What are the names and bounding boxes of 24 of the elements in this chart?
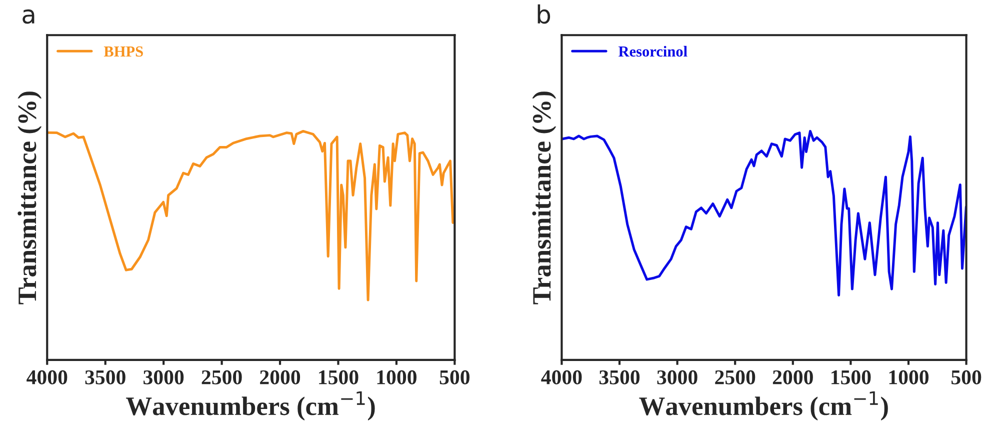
x-axis-title: Wavenumbers (cm$^{−1}$) [126, 391, 375, 421]
y-axis-title: Transmittance (%) [18, 92, 42, 304]
x-tick-label: 2000 [260, 370, 300, 384]
text: b [538, 4, 550, 24]
x-tick-label: 2500 [715, 370, 756, 384]
x-tick-label: 1000 [377, 370, 416, 384]
x-tick-label: 1500 [832, 370, 871, 384]
x-tick-label: 1000 [889, 370, 929, 384]
text: a [22, 9, 34, 24]
x-tick-label: 500 [951, 370, 982, 384]
x-tick-label: 3500 [85, 370, 126, 384]
y-axis-title: Transmittance (%) [532, 92, 556, 304]
x-tick-label: 1500 [319, 370, 358, 384]
legend-label: BHPS [104, 46, 143, 57]
x-tick-label: 2500 [202, 370, 242, 384]
x-tick-label: 3500 [599, 370, 640, 384]
x-tick-label: 500 [440, 370, 470, 384]
x-tick-label: 3000 [144, 370, 184, 384]
x-tick-label: 2000 [772, 370, 813, 384]
legend-label: Resorcinol [618, 46, 688, 57]
x-tick-label: 4000 [541, 370, 582, 384]
x-axis-title: Wavenumbers (cm$^{−1}$) [639, 391, 888, 421]
x-tick-label: 4000 [26, 370, 68, 384]
x-tick-label: 3000 [657, 370, 698, 384]
